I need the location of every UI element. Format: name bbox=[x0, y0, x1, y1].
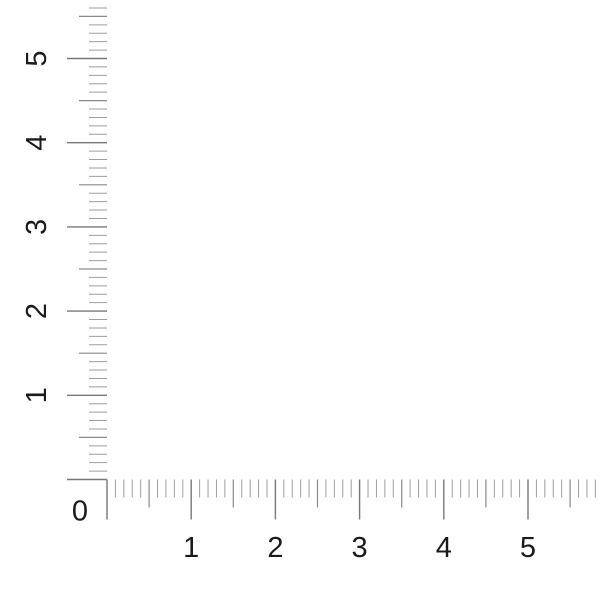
svg-text:2: 2 bbox=[21, 303, 53, 319]
svg-text:1: 1 bbox=[183, 532, 199, 564]
svg-text:0: 0 bbox=[72, 496, 88, 528]
svg-text:1: 1 bbox=[21, 387, 53, 403]
svg-text:4: 4 bbox=[21, 135, 53, 151]
svg-text:4: 4 bbox=[436, 532, 452, 564]
svg-text:5: 5 bbox=[21, 50, 53, 66]
svg-text:3: 3 bbox=[352, 532, 368, 564]
svg-text:3: 3 bbox=[21, 219, 53, 235]
svg-text:2: 2 bbox=[267, 532, 283, 564]
svg-text:5: 5 bbox=[520, 532, 536, 564]
